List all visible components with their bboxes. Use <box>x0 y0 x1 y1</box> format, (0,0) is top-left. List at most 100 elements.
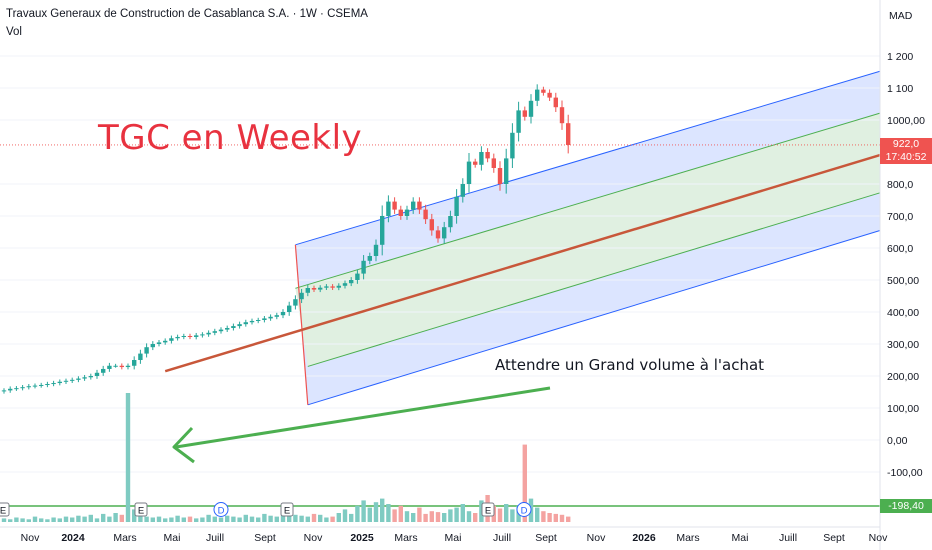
candle-body <box>435 230 441 239</box>
channel-lower-line <box>307 230 881 406</box>
countdown-tag: 17:40:52 <box>880 151 932 164</box>
annotation-title[interactable]: TGC en Weekly <box>98 118 363 158</box>
candle-body <box>485 152 490 159</box>
volume-indicator-label[interactable]: Vol <box>6 26 22 38</box>
price-axis-bg <box>880 0 932 550</box>
price-tick-label: 800,0 <box>887 179 913 191</box>
volume-bar <box>194 518 199 522</box>
volume-bar <box>404 511 410 522</box>
pitchfork-median-line <box>164 153 881 373</box>
candle-body <box>225 328 230 330</box>
candle-body <box>88 376 93 378</box>
candle-body <box>528 100 534 117</box>
volume-bar <box>318 514 323 522</box>
candle-body <box>361 260 366 274</box>
volume-bar <box>206 514 211 522</box>
candles <box>1 84 571 394</box>
instrument-title[interactable]: Travaux Generaux de Construction de Casa… <box>6 8 368 20</box>
candle-body <box>32 385 38 387</box>
candle-body <box>194 335 199 337</box>
candle-body <box>20 387 25 389</box>
candle-body <box>373 244 379 256</box>
candle-body <box>547 92 552 98</box>
volume-bar <box>547 513 552 522</box>
candle-body <box>231 326 236 328</box>
volume-bar <box>454 507 459 522</box>
volume-bar <box>45 519 50 522</box>
volume-bar <box>26 519 31 522</box>
candle-body <box>107 365 112 369</box>
candle-body <box>287 305 292 312</box>
channel-inner-fill <box>295 113 880 367</box>
arrow-head <box>172 426 195 464</box>
candle-body <box>355 273 360 280</box>
currency-label: MAD <box>889 10 913 22</box>
price-axis[interactable]: 1 200 1 100 1000,00 800,0 700,0 600,0 500,00 40… <box>879 0 932 550</box>
price-tick-label: 500,00 <box>887 275 919 287</box>
volume-bar <box>559 514 565 522</box>
earnings-marker: E <box>280 502 294 517</box>
candle-body <box>82 377 87 379</box>
candle-body <box>566 123 571 145</box>
annotation-note[interactable]: Attendre un Grand volume à l'achat <box>495 356 765 374</box>
candle-body <box>522 110 527 117</box>
candle-body <box>491 158 496 168</box>
candle-body <box>45 384 50 385</box>
volume-bar <box>411 513 416 522</box>
candle-body <box>318 287 323 290</box>
event-marker-label: D <box>521 506 528 517</box>
candle-body <box>274 315 279 317</box>
event-marker-label: E <box>0 506 6 517</box>
volume-bar <box>70 517 75 522</box>
event-marker-label: D <box>218 506 225 517</box>
volume-bar <box>32 516 38 522</box>
volume-bar <box>51 517 56 522</box>
candle-body <box>144 347 149 354</box>
price-tick-label: 100,00 <box>887 403 919 415</box>
volume-bar <box>39 518 44 522</box>
dividend-marker: D <box>213 502 229 517</box>
volume-bar <box>63 516 69 522</box>
candle-body <box>299 292 304 300</box>
volume-bar <box>76 515 81 522</box>
candle-body <box>132 360 137 366</box>
time-tick-label: Sept <box>254 532 276 544</box>
time-tick-label: Sept <box>823 532 845 544</box>
earnings-marker: E <box>481 502 495 517</box>
channel-upper-line <box>295 70 881 246</box>
volume-bar <box>398 505 403 522</box>
pitchfork-handle-line <box>294 244 309 405</box>
volume-bar <box>305 516 310 522</box>
volume-bar <box>82 516 87 522</box>
candle-body <box>392 201 397 210</box>
candle-body <box>293 299 298 306</box>
drawing-overlays[interactable] <box>172 386 551 464</box>
candle-body <box>386 201 391 216</box>
volume-bar <box>299 515 304 522</box>
candle-body <box>541 89 546 93</box>
candle-body <box>553 97 558 108</box>
candle-body <box>150 344 155 348</box>
candle-body <box>398 209 403 216</box>
candle-body <box>181 336 186 337</box>
dividend-marker-circle <box>516 502 532 517</box>
candle-body <box>324 286 329 288</box>
candle-body <box>237 324 242 327</box>
volume-bar <box>262 513 267 522</box>
volume-bar <box>380 498 385 522</box>
volume-bar <box>57 518 62 522</box>
volume-bar <box>268 515 273 522</box>
volume-bar <box>460 504 465 522</box>
volume-bar <box>156 516 162 522</box>
earnings-marker-box <box>134 502 148 517</box>
candle-body <box>429 219 434 231</box>
candle-body <box>200 334 205 336</box>
earnings-marker: E <box>0 502 10 517</box>
time-tick-label: Mai <box>732 532 749 544</box>
candle-body <box>187 336 193 337</box>
price-tick-label: 300,00 <box>887 339 919 351</box>
candle-body <box>510 132 515 159</box>
time-axis[interactable]: Nov 2024 Mars Mai Juill Sept Nov 2025 Mars Mai Jui… <box>0 526 888 544</box>
